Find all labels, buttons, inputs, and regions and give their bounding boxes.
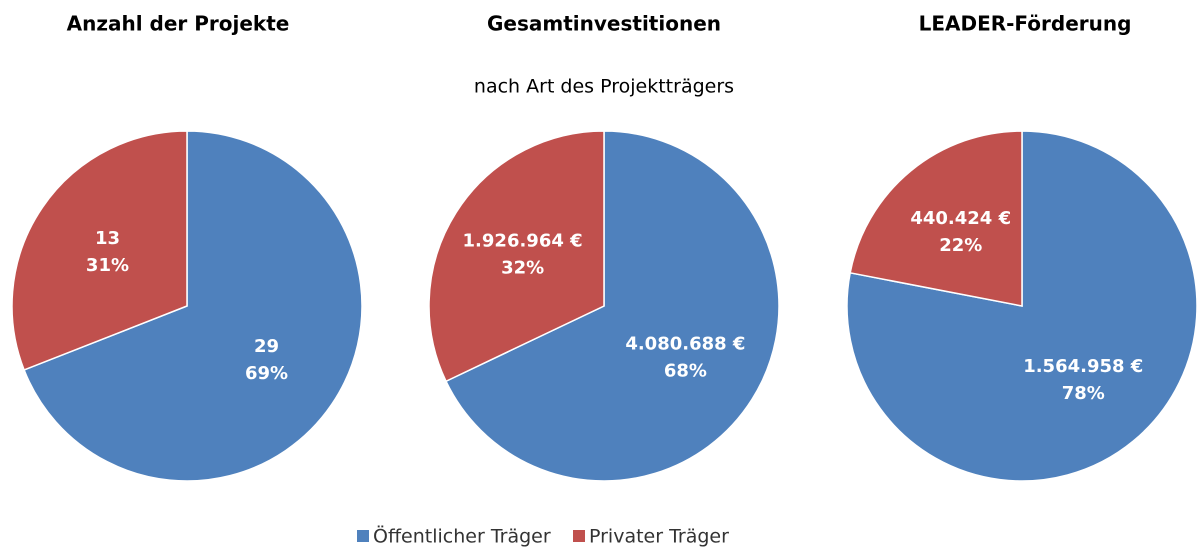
pie-slice (445, 130, 780, 482)
percentage-label: 31% (86, 255, 129, 276)
chart-title: Anzahl der Projekte (67, 12, 290, 36)
value-label: 440.424 € (910, 208, 1011, 229)
percentage-label: 78% (1062, 383, 1105, 404)
percentage-label: 68% (664, 360, 707, 381)
pie-slice (23, 130, 363, 482)
percentage-label: 69% (245, 363, 288, 384)
subtitle: nach Art des Projektträgers (474, 76, 734, 98)
pie-slice (846, 130, 1197, 482)
pie-slice (11, 130, 188, 371)
value-label: 4.080.688 € (625, 333, 745, 354)
percentage-label: 22% (939, 235, 982, 256)
value-label: 1.564.958 € (1023, 356, 1143, 377)
legend-label: Privater Träger (589, 526, 729, 548)
legend-label: Öffentlicher Träger (373, 525, 551, 548)
chart-title: Gesamtinvestitionen (487, 12, 721, 36)
value-label: 1.926.964 € (463, 231, 583, 252)
value-label: 29 (254, 336, 279, 357)
legend-swatch (573, 530, 585, 542)
chart-title: LEADER-Förderung (919, 12, 1132, 36)
percentage-label: 32% (501, 258, 544, 279)
pie-slice (849, 130, 1023, 307)
value-label: 13 (95, 228, 120, 249)
legend-swatch (357, 530, 369, 542)
pie-slice (428, 130, 605, 383)
